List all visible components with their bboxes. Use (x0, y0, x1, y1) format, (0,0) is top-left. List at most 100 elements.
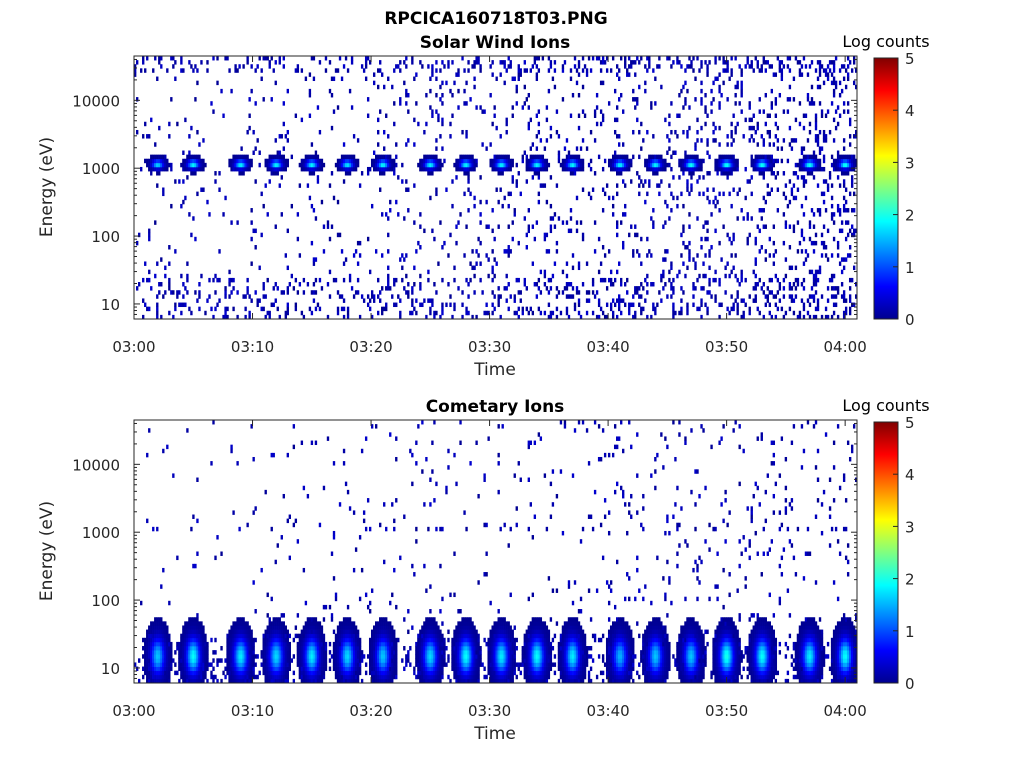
heatmap-cell (690, 166, 693, 172)
heatmap-cell (469, 191, 472, 197)
heatmap-cell (306, 641, 310, 647)
heatmap-cell (162, 654, 165, 659)
heatmap-cell (242, 674, 245, 680)
heatmap-cell (722, 60, 725, 65)
heatmap-cell (790, 187, 794, 192)
heatmap-cell (686, 166, 689, 172)
heatmap-cell (372, 633, 376, 639)
heatmap-cell (537, 175, 541, 180)
heatmap-cell (166, 666, 169, 672)
heatmap-cell (266, 592, 269, 598)
heatmap-cell (734, 92, 737, 98)
heatmap-cell (611, 166, 615, 172)
heatmap-cell (350, 662, 354, 667)
heatmap-cell (368, 526, 372, 532)
heatmap-cell (541, 56, 545, 61)
heatmap-cell (296, 658, 300, 663)
heatmap-cell (433, 154, 436, 160)
heatmap-cell (732, 138, 735, 143)
heatmap-cell (565, 162, 569, 168)
heatmap-cell (184, 286, 187, 291)
heatmap-cell (736, 302, 739, 308)
heatmap-cell (473, 166, 476, 172)
heatmap-cell (670, 154, 673, 160)
heatmap-cell (850, 183, 854, 188)
heatmap-cell (648, 249, 651, 254)
heatmap-cell (377, 662, 380, 667)
heatmap-cell (754, 236, 757, 242)
heatmap-cell (336, 674, 340, 680)
heatmap-cell (654, 158, 657, 164)
heatmap-cell (344, 654, 348, 659)
heatmap-cell (377, 68, 380, 73)
heatmap-cell (274, 60, 277, 65)
heatmap-cell (144, 662, 147, 667)
heatmap-cell (224, 286, 227, 291)
heatmap-cell (352, 654, 356, 659)
heatmap-cell (381, 621, 384, 626)
heatmap-cell (154, 633, 157, 639)
heatmap-cell (497, 199, 500, 205)
heatmap-cell (308, 650, 312, 655)
heatmap-cell (320, 650, 324, 655)
heatmap-cell (545, 286, 549, 291)
heatmap-cell (272, 302, 275, 308)
x-tick-label: 03:00 (112, 338, 155, 356)
heatmap-cell (545, 138, 549, 143)
heatmap-cell (818, 208, 822, 213)
heatmap-cell (638, 294, 641, 299)
heatmap-cell (796, 277, 800, 283)
heatmap-cell (519, 72, 522, 77)
heatmap-cell (692, 171, 695, 176)
heatmap-cell (473, 195, 476, 201)
heatmap-cell (266, 654, 269, 659)
heatmap-cell (706, 68, 709, 73)
heatmap-cell (708, 249, 711, 254)
heatmap-cell (718, 105, 721, 110)
heatmap-cell (350, 56, 354, 61)
heatmap-cell (820, 253, 824, 258)
heatmap-cell (316, 646, 320, 651)
heatmap-cell (238, 166, 241, 172)
heatmap-cell (198, 646, 201, 651)
heatmap-cell (736, 294, 739, 299)
heatmap-cell (389, 662, 392, 667)
heatmap-cell (704, 92, 707, 98)
heatmap-cell (372, 654, 376, 659)
heatmap-cell (368, 662, 372, 667)
heatmap-cell (334, 633, 338, 639)
heatmap-cell (636, 249, 639, 254)
heatmap-cell (511, 179, 514, 184)
heatmap-cell (230, 654, 233, 659)
heatmap-cell (778, 68, 782, 73)
heatmap-cell (286, 452, 289, 458)
heatmap-cell (146, 518, 149, 524)
heatmap-cell (236, 629, 239, 635)
heatmap-cell (134, 72, 137, 77)
heatmap-cell (212, 277, 215, 283)
heatmap-cell (467, 294, 470, 299)
heatmap-cell (328, 641, 332, 647)
heatmap-cell (407, 650, 410, 655)
heatmap-cell (575, 228, 579, 234)
heatmap-cell (690, 162, 693, 168)
heatmap-cell (411, 290, 414, 295)
heatmap-cell (776, 56, 780, 61)
heatmap-cell (495, 261, 498, 266)
heatmap-cell (142, 637, 145, 643)
heatmap-cell (300, 650, 304, 655)
heatmap-cell (830, 277, 834, 283)
heatmap-cell (186, 162, 189, 168)
heatmap-cell (310, 658, 314, 663)
heatmap-cell (202, 625, 205, 630)
heatmap-cell (282, 658, 285, 663)
heatmap-cell (236, 646, 239, 651)
heatmap-cell (292, 444, 296, 450)
heatmap-cell (429, 171, 432, 176)
heatmap-cell (455, 72, 458, 77)
heatmap-cell (618, 134, 621, 139)
heatmap-cell (467, 154, 470, 160)
heatmap-cell (302, 290, 306, 295)
heatmap-cell (236, 68, 239, 73)
heatmap-cell (324, 658, 328, 663)
